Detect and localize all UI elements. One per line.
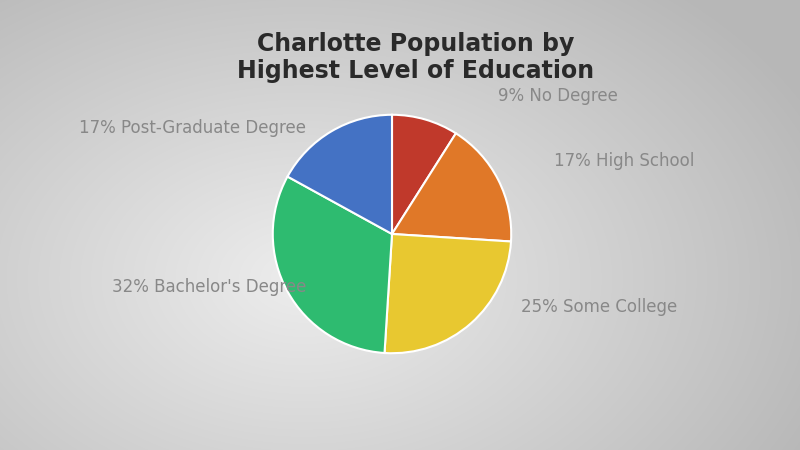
Wedge shape — [392, 133, 511, 242]
Text: 25% Some College: 25% Some College — [521, 298, 678, 316]
Text: Charlotte Population by
Highest Level of Education: Charlotte Population by Highest Level of… — [238, 32, 594, 83]
Text: 32% Bachelor's Degree: 32% Bachelor's Degree — [111, 278, 306, 296]
Wedge shape — [273, 176, 392, 353]
Wedge shape — [287, 115, 392, 234]
Wedge shape — [392, 115, 456, 234]
Wedge shape — [385, 234, 511, 353]
Text: 9% No Degree: 9% No Degree — [498, 87, 618, 105]
Text: 17% Post-Graduate Degree: 17% Post-Graduate Degree — [79, 119, 306, 137]
Text: 17% High School: 17% High School — [554, 152, 694, 170]
